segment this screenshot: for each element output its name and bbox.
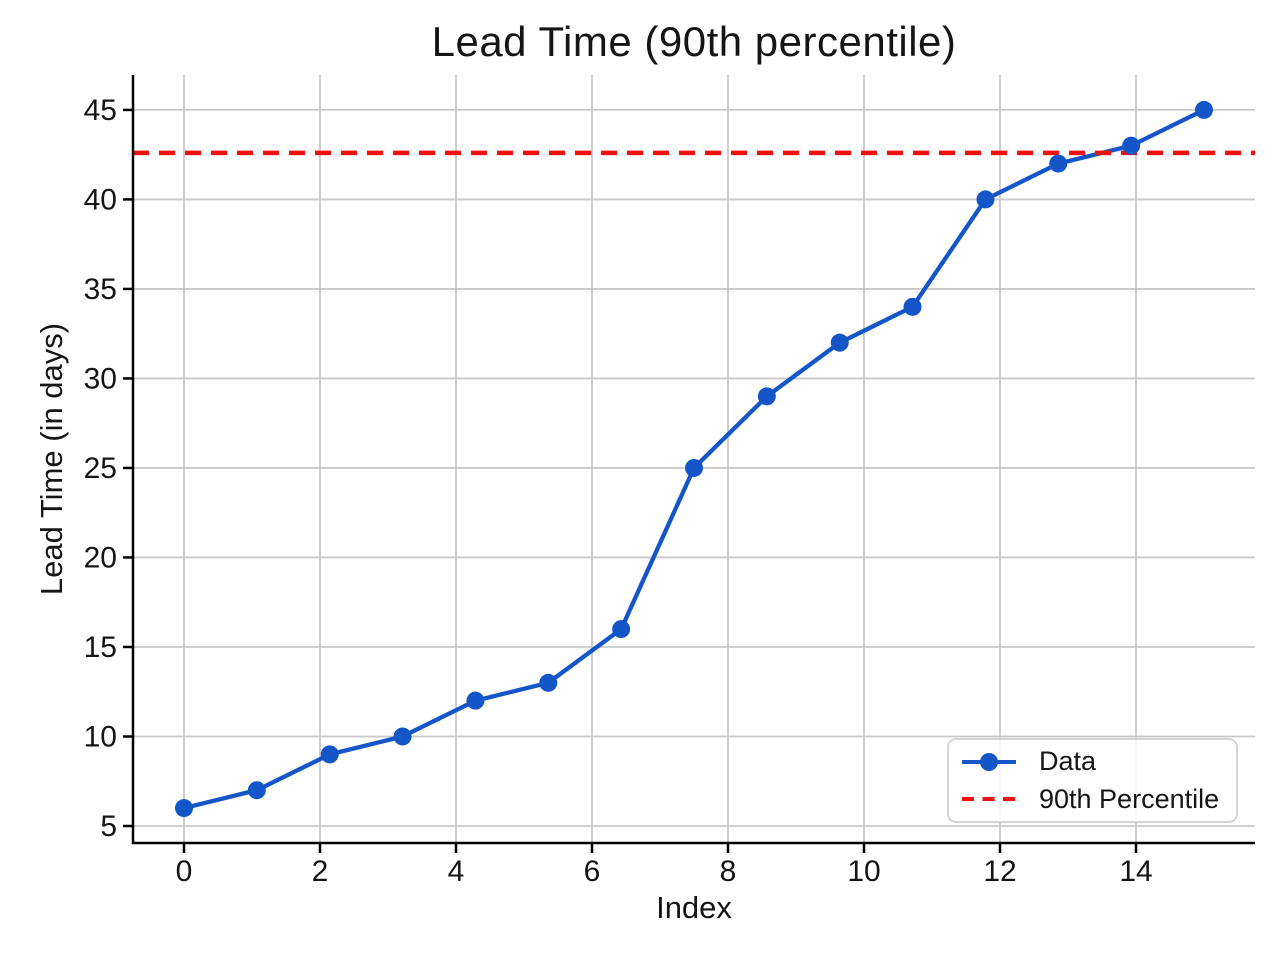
data-point: [976, 190, 995, 209]
legend-item-data: Data: [961, 746, 1236, 777]
x-tick-label: 10: [847, 855, 880, 888]
y-tick-label: 35: [84, 273, 117, 306]
data-point: [1122, 136, 1141, 155]
x-tick-label: 4: [448, 855, 465, 888]
y-tick-label: 15: [84, 631, 117, 664]
percentile-line-swatch: [962, 797, 1016, 802]
y-tick-label: 10: [84, 720, 117, 753]
data-point: [539, 673, 558, 692]
data-point: [466, 691, 485, 710]
y-tick-label: 5: [100, 810, 117, 843]
legend-item-percentile: 90th Percentile: [961, 784, 1236, 815]
legend-label-data: Data: [1039, 746, 1097, 777]
data-point: [830, 333, 849, 352]
data-point: [757, 387, 776, 406]
data-point: [1049, 154, 1068, 173]
x-tick-label: 6: [584, 855, 601, 888]
legend: Data 90th Percentile: [947, 738, 1238, 823]
x-tick-label: 2: [312, 855, 329, 888]
x-axis-title: Index: [656, 890, 732, 925]
y-tick-label: 25: [84, 452, 117, 485]
data-point: [612, 620, 631, 639]
chart-title: Lead Time (90th percentile): [431, 18, 957, 65]
x-tick-label: 8: [720, 855, 737, 888]
legend-label-percentile: 90th Percentile: [1039, 783, 1220, 814]
data-line-swatch: [962, 752, 1016, 771]
data-point: [903, 297, 922, 316]
y-tick-label: 20: [84, 541, 117, 574]
x-tick-label: 0: [176, 855, 193, 888]
data-point: [393, 727, 412, 746]
data-point: [175, 799, 193, 818]
y-tick-label: 30: [84, 362, 117, 395]
y-tick-label: 45: [84, 94, 117, 127]
y-tick-label: 40: [84, 183, 117, 216]
x-tick-label: 14: [1119, 855, 1152, 888]
data-point: [247, 781, 266, 800]
x-tick-label: 12: [983, 855, 1016, 888]
data-point: [685, 458, 703, 477]
data-point: [320, 745, 339, 764]
data-point: [1195, 100, 1213, 119]
